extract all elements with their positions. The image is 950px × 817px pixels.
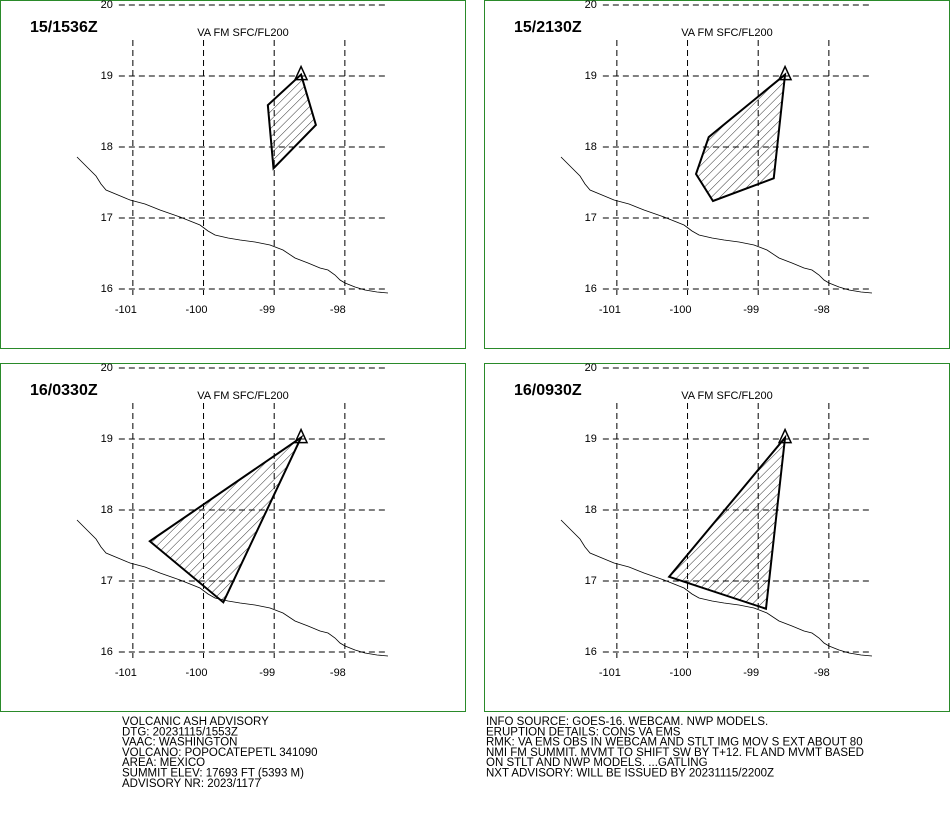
lat-tick-label: 17 (585, 575, 597, 587)
advisory-line: SUMMIT ELEV: 17693 FT (5393 M) (122, 768, 304, 780)
valid-time: 16/0330Z (30, 382, 98, 399)
lon-tick-label: -99 (743, 667, 759, 679)
panel-frame (0, 363, 466, 712)
lat-tick-label: 16 (585, 283, 597, 295)
lat-tick-label: 17 (585, 212, 597, 224)
lat-tick-label: 19 (585, 70, 597, 82)
lon-tick-label: -99 (743, 304, 759, 316)
volcano-symbol (293, 427, 309, 444)
lon-tick-label: -99 (259, 304, 275, 316)
lon-tick-label: -98 (814, 667, 830, 679)
lon-tick-label: -101 (599, 667, 621, 679)
lon-tick-label: -100 (670, 667, 692, 679)
lat-tick-label: 16 (101, 646, 113, 658)
lat-tick-label: 18 (585, 504, 597, 516)
lat-tick-label: 20 (101, 0, 113, 11)
coastline (560, 156, 873, 294)
lat-tick-label: 20 (101, 362, 113, 374)
lon-tick-label: -100 (186, 304, 208, 316)
valid-time: 15/1536Z (30, 19, 98, 36)
panel-frame (0, 0, 466, 349)
advisory-line: AREA: MEXICO (122, 757, 205, 769)
lat-tick-label: 19 (585, 433, 597, 445)
lon-tick-label: -101 (599, 304, 621, 316)
coastline (76, 519, 389, 657)
ash-area (694, 72, 787, 203)
map-panel: 16 17 18 19 20 -101 -100 -99 -98 15/1536Z VA FM SF… (0, 0, 466, 349)
advisory-line: ON STLT AND NWP MODELS. ...GATLING (486, 757, 708, 769)
advisory-line: NMI FM SUMMIT. MVMT TO SHIFT SW BY T+12.… (486, 747, 864, 759)
ash-area (667, 434, 787, 611)
lon-tick-label: -98 (814, 304, 830, 316)
advisory-line: ADVISORY NR: 2023/1177 (122, 778, 261, 790)
advisory-line: RMK: VA EMS OBS IN WEBCAM AND STLT IMG M… (486, 737, 863, 749)
volcano-symbol (777, 64, 793, 81)
map-panel: 16 17 18 19 20 -101 -100 -99 -98 16/0330Z VA FM SF… (0, 362, 466, 712)
lat-tick-label: 19 (101, 433, 113, 445)
flight-level: VA FM SFC/FL200 (681, 27, 773, 39)
lat-tick-label: 16 (101, 283, 113, 295)
lat-tick-label: 18 (101, 141, 113, 153)
flight-level: VA FM SFC/FL200 (197, 27, 289, 39)
lat-tick-label: 19 (101, 70, 113, 82)
map-panel: 16 17 18 19 20 -101 -100 -99 -98 16/0930Z VA FM SF… (484, 362, 950, 712)
coastline (76, 156, 389, 294)
lat-tick-label: 20 (585, 362, 597, 374)
lon-tick-label: -98 (330, 304, 346, 316)
volcano-symbol (293, 64, 309, 81)
lat-tick-label: 18 (585, 141, 597, 153)
lat-tick-label: 17 (101, 212, 113, 224)
advisory-line: VOLCANIC ASH ADVISORY (122, 716, 269, 728)
valid-time: 16/0930Z (514, 382, 582, 399)
flight-level: VA FM SFC/FL200 (681, 390, 773, 402)
advisory-line: DTG: 20231115/1553Z (122, 726, 238, 738)
flight-level: VA FM SFC/FL200 (197, 390, 289, 402)
volcano-symbol (777, 427, 793, 444)
advisory-line: INFO SOURCE: GOES-16. WEBCAM. NWP MODELS… (486, 716, 768, 728)
lon-tick-label: -98 (330, 667, 346, 679)
advisory-line: ERUPTION DETAILS: CONS VA EMS (486, 726, 681, 738)
ash-area (266, 72, 318, 171)
lon-tick-label: -101 (115, 304, 137, 316)
lon-tick-label: -100 (186, 667, 208, 679)
lat-tick-label: 16 (585, 646, 597, 658)
lat-tick-label: 18 (101, 504, 113, 516)
lon-tick-label: -99 (259, 667, 275, 679)
advisory-line: NXT ADVISORY: WILL BE ISSUED BY 20231115… (486, 768, 774, 780)
lat-tick-label: 17 (101, 575, 113, 587)
valid-time: 15/2130Z (514, 19, 582, 36)
coastline (560, 519, 873, 657)
map-panel: 16 17 18 19 20 -101 -100 -99 -98 15/2130Z VA FM SF… (484, 0, 950, 349)
lat-tick-label: 20 (585, 0, 597, 11)
lon-tick-label: -101 (115, 667, 137, 679)
advisory-line: VOLCANO: POPOCATEPETL 341090 (122, 747, 318, 759)
lon-tick-label: -100 (670, 304, 692, 316)
ash-area (148, 434, 304, 604)
advisory-line: VAAC: WASHINGTON (122, 737, 237, 749)
